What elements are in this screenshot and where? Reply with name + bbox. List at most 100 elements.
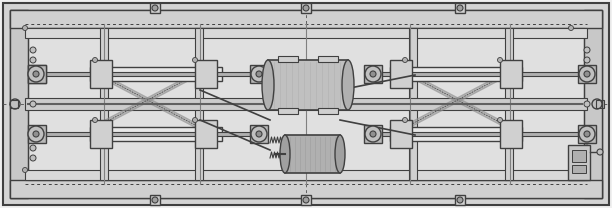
Circle shape [370,71,376,77]
Bar [10,100,18,108]
Circle shape [256,131,262,137]
Bar [318,108,338,114]
Ellipse shape [280,135,290,173]
Circle shape [193,57,198,62]
Bar [572,165,586,173]
Circle shape [457,197,463,203]
Circle shape [597,149,603,155]
Circle shape [10,99,20,109]
Bar [28,65,46,83]
Bar [25,170,587,180]
Circle shape [303,5,309,11]
Bar [390,60,412,88]
Bar [28,72,250,76]
Bar [505,28,513,180]
Bar [268,60,348,110]
Bar [150,3,160,13]
Bar [278,108,298,114]
Bar [318,56,338,62]
Bar [455,3,465,13]
Ellipse shape [342,60,354,110]
Bar [10,10,28,198]
Bar [28,28,584,180]
Circle shape [33,71,39,77]
Bar [28,65,46,83]
Circle shape [251,126,267,142]
Ellipse shape [262,60,274,110]
Bar [90,60,112,88]
Circle shape [403,57,408,62]
Circle shape [498,118,502,123]
Circle shape [584,57,590,63]
Circle shape [30,101,36,107]
Circle shape [28,126,44,142]
Bar [90,67,222,81]
Bar [90,127,222,141]
Bar [390,120,412,148]
Circle shape [370,131,376,137]
Bar [250,125,268,143]
Circle shape [579,126,595,142]
Bar [596,100,604,108]
Bar [578,65,596,83]
Bar [500,120,522,148]
Bar [195,60,217,88]
Bar [150,195,160,205]
Circle shape [584,47,590,53]
Bar [364,125,382,143]
Bar [25,28,587,38]
Circle shape [569,167,573,172]
Circle shape [23,167,28,172]
Circle shape [251,66,267,82]
Bar [301,195,311,205]
Bar [195,28,203,180]
Bar [301,3,311,13]
Bar [364,132,586,136]
Circle shape [498,57,502,62]
Bar [25,98,587,110]
Bar [250,65,268,83]
Circle shape [30,57,36,63]
Circle shape [584,155,590,161]
Circle shape [365,126,381,142]
Bar [28,125,46,143]
Bar [285,135,340,173]
Circle shape [152,197,158,203]
Bar [10,10,602,28]
Bar [455,195,465,205]
Circle shape [92,118,97,123]
Bar [390,127,522,141]
Bar [28,132,250,136]
Circle shape [457,5,463,11]
Bar [195,120,217,148]
Circle shape [403,118,408,123]
Circle shape [92,57,97,62]
Bar [409,28,417,180]
Circle shape [579,66,595,82]
Ellipse shape [335,135,345,173]
Circle shape [303,197,309,203]
Circle shape [193,118,198,123]
Bar [390,67,522,81]
Circle shape [569,26,573,31]
Circle shape [584,131,590,137]
Circle shape [30,47,36,53]
Circle shape [23,26,28,31]
Circle shape [256,71,262,77]
Bar [10,180,602,198]
Circle shape [30,145,36,151]
Circle shape [33,131,39,137]
Bar [584,10,602,198]
Bar [578,125,596,143]
Bar [100,28,108,180]
Circle shape [152,5,158,11]
Circle shape [365,66,381,82]
Bar [568,145,590,180]
Circle shape [592,99,602,109]
Circle shape [30,155,36,161]
Bar [364,72,586,76]
Bar [572,150,586,162]
Bar [364,65,382,83]
Circle shape [584,145,590,151]
Bar [278,56,298,62]
